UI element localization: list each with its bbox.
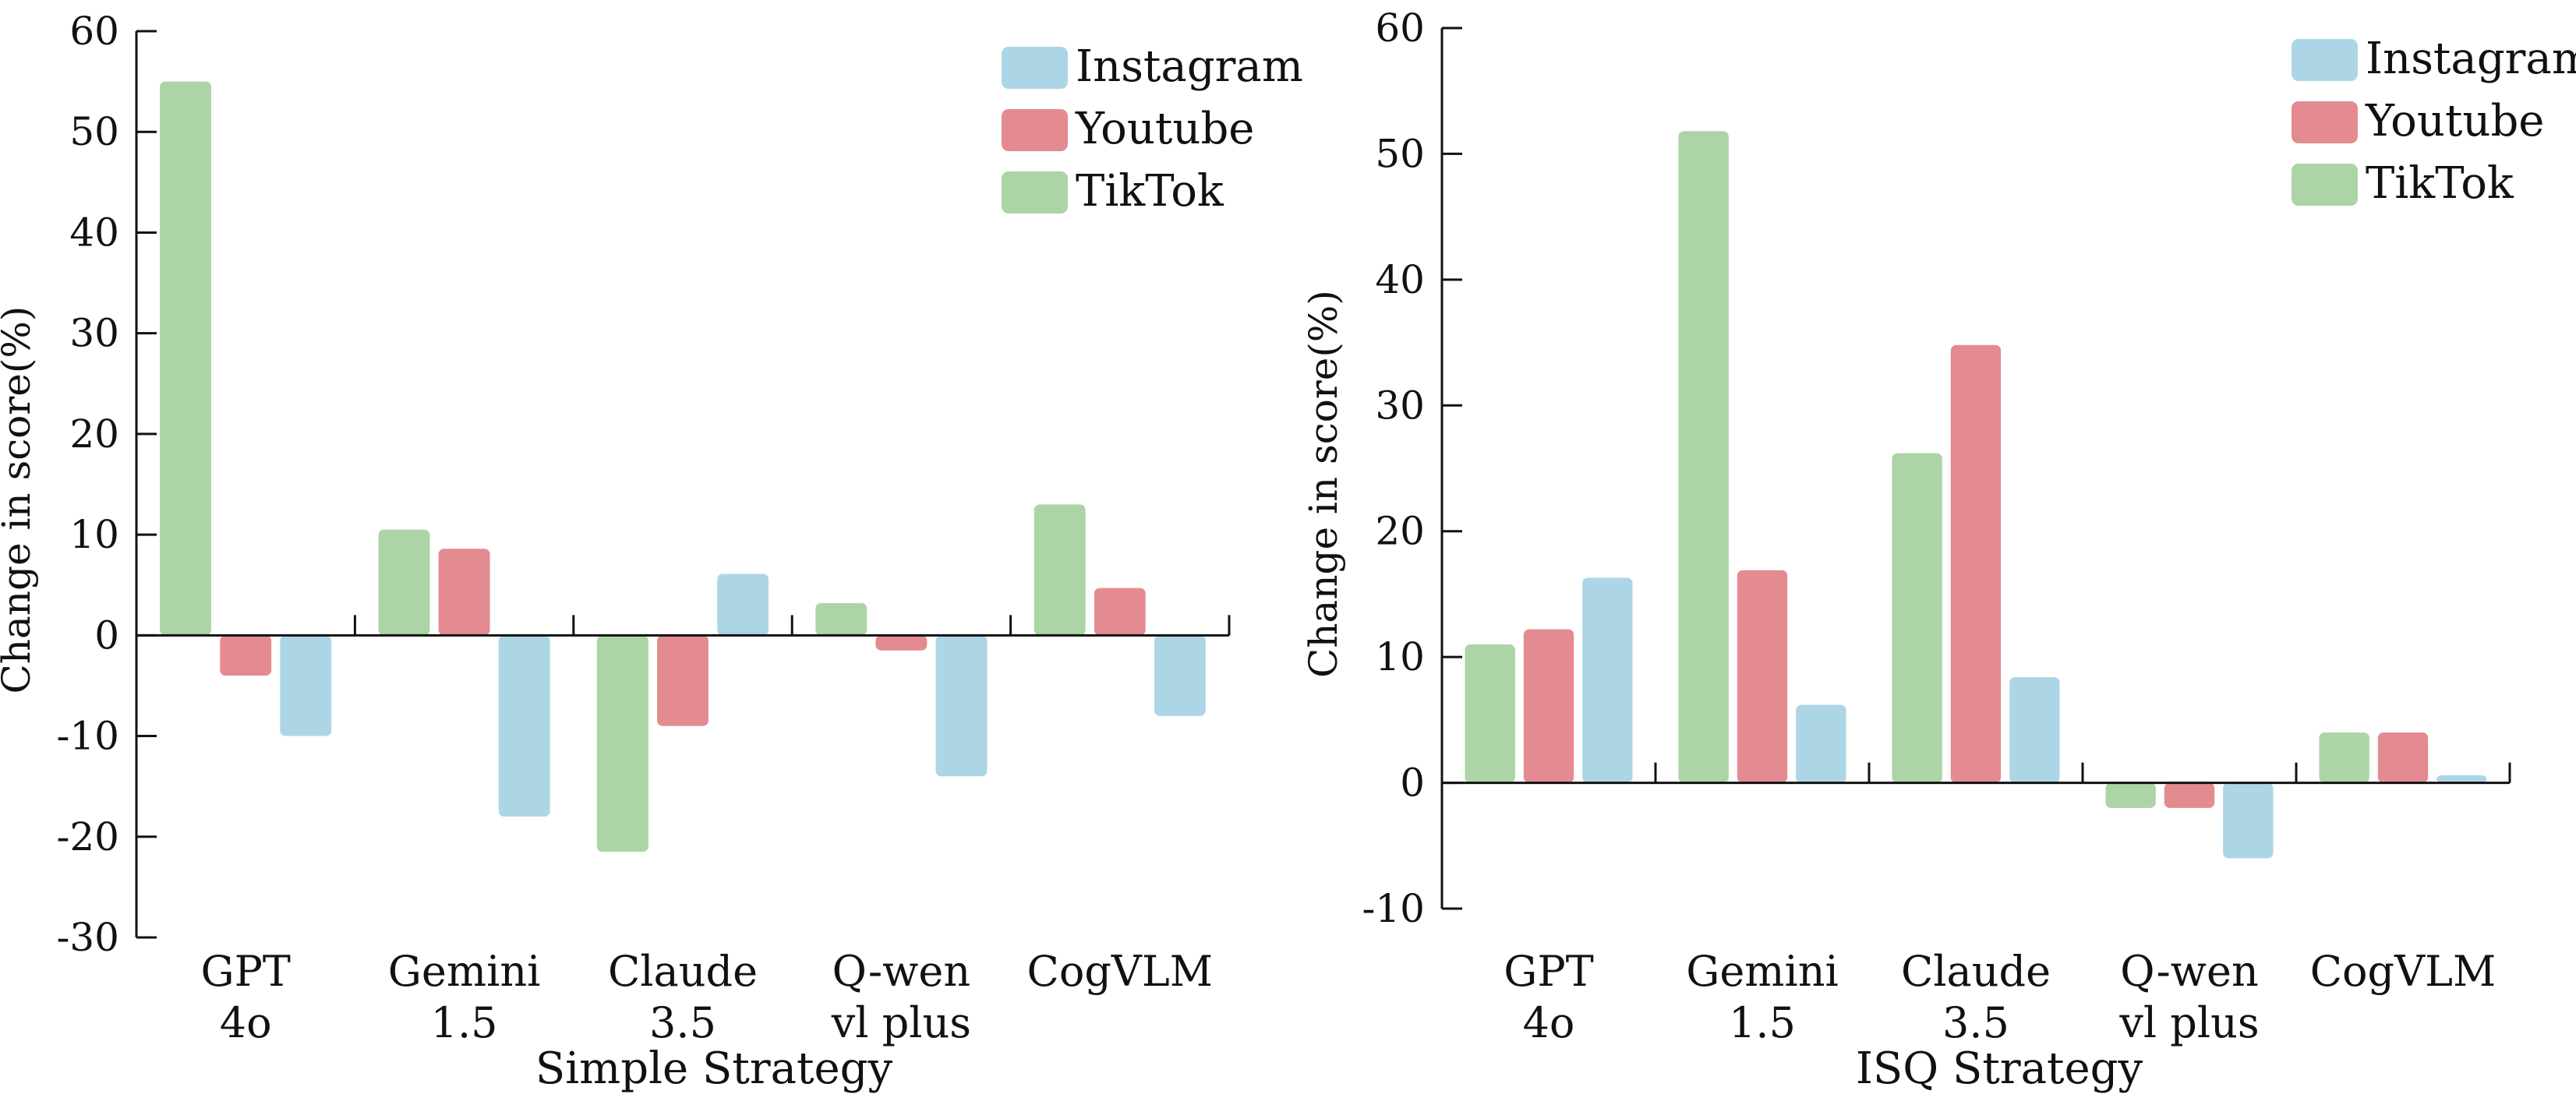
bar-instagram-2 [2009, 676, 2060, 783]
y-tick-label: 60 [69, 9, 119, 54]
bar-tiktok-3 [2105, 782, 2156, 808]
x-axis-title: ISQ Strategy [1856, 1043, 2143, 1094]
bar-youtube-1 [438, 549, 490, 636]
legend-swatch-tiktok [1002, 171, 1068, 214]
category-label: 4o [1523, 998, 1575, 1047]
bar-instagram-4 [1154, 635, 1206, 716]
bar-tiktok-2 [596, 635, 648, 852]
bar-youtube-3 [875, 635, 928, 651]
bar-youtube-4 [1094, 588, 1146, 636]
bar-tiktok-0 [160, 81, 212, 636]
bar-instagram-3 [2223, 782, 2274, 859]
y-tick-label: 0 [1400, 761, 1425, 806]
category-label: Gemini [388, 947, 541, 996]
x-axis-title: Simple Strategy [535, 1043, 893, 1094]
category-label: 1.5 [431, 998, 498, 1047]
legend-swatch-youtube [1002, 109, 1068, 151]
bar-instagram-2 [717, 574, 769, 636]
y-tick-label: 50 [69, 109, 119, 154]
bar-instagram-1 [1796, 704, 1846, 783]
legend-swatch-instagram [1002, 47, 1068, 89]
bar-instagram-0 [280, 635, 332, 736]
legend-label-tiktok: TikTok [2366, 158, 2514, 209]
category-label: 3.5 [1942, 998, 2009, 1047]
category-label: 1.5 [1729, 998, 1796, 1047]
y-tick-label: 30 [69, 311, 119, 356]
bar-instagram-1 [498, 635, 550, 817]
bar-youtube-3 [2164, 782, 2215, 808]
category-label: vl plus [2118, 998, 2259, 1047]
legend-label-youtube: Youtube [2365, 96, 2544, 146]
bar-tiktok-3 [815, 602, 868, 636]
bar-instagram-4 [2436, 775, 2487, 783]
y-tick-label: 0 [94, 612, 119, 658]
y-tick-label: 60 [1375, 5, 1425, 51]
legend-label-instagram: Instagram [2366, 34, 2576, 84]
y-tick-label: -10 [56, 714, 119, 759]
y-tick-label: 50 [1375, 131, 1425, 176]
legend-label-instagram: Instagram [1076, 41, 1303, 92]
bar-youtube-0 [220, 635, 272, 676]
bar-youtube-4 [2377, 732, 2429, 783]
bar-youtube-0 [1523, 629, 1574, 783]
bar-youtube-2 [657, 635, 708, 726]
category-label: 4o [220, 998, 272, 1047]
y-axis-title: Change in score(%) [1301, 290, 1346, 678]
bar-tiktok-1 [378, 529, 430, 636]
bar-tiktok-1 [1678, 131, 1729, 783]
y-tick-label: 10 [1375, 634, 1425, 680]
bar-youtube-2 [1950, 344, 2002, 783]
category-label: CogVLM [2310, 947, 2496, 996]
category-label: Claude [1901, 947, 2051, 996]
y-tick-label: 30 [1375, 383, 1425, 428]
bar-tiktok-2 [1892, 453, 1942, 783]
bar-tiktok-4 [2319, 732, 2369, 783]
y-tick-label: 20 [69, 411, 119, 457]
category-label: Q-wen [832, 947, 970, 996]
bar-tiktok-4 [1034, 504, 1086, 636]
y-tick-label: -20 [56, 814, 119, 860]
y-tick-label: -10 [1362, 886, 1425, 931]
y-tick-label: 20 [1375, 509, 1425, 554]
category-label: CogVLM [1027, 947, 1214, 996]
bar-youtube-1 [1737, 570, 1788, 783]
legend-label-youtube: Youtube [1075, 104, 1254, 154]
legend-swatch-youtube [2292, 101, 2358, 143]
y-axis-title: Change in score(%) [0, 306, 39, 694]
category-label: vl plus [831, 998, 971, 1047]
bar-instagram-3 [935, 635, 988, 777]
category-label: Claude [608, 947, 758, 996]
bar-tiktok-0 [1465, 644, 1515, 783]
category-label: Q-wen [2120, 947, 2258, 996]
category-label: GPT [1504, 947, 1594, 996]
bar-instagram-0 [1582, 577, 1633, 783]
legend-swatch-instagram [2292, 39, 2358, 81]
y-tick-label: 10 [69, 512, 119, 557]
category-label: 3.5 [649, 998, 716, 1047]
y-tick-label: 40 [69, 210, 119, 255]
category-label: Gemini [1686, 947, 1839, 996]
category-label: GPT [200, 947, 291, 996]
y-tick-label: 40 [1375, 257, 1425, 302]
legend-swatch-tiktok [2292, 164, 2358, 206]
legend-label-tiktok: TikTok [1076, 166, 1224, 217]
y-tick-label: -30 [56, 915, 119, 960]
